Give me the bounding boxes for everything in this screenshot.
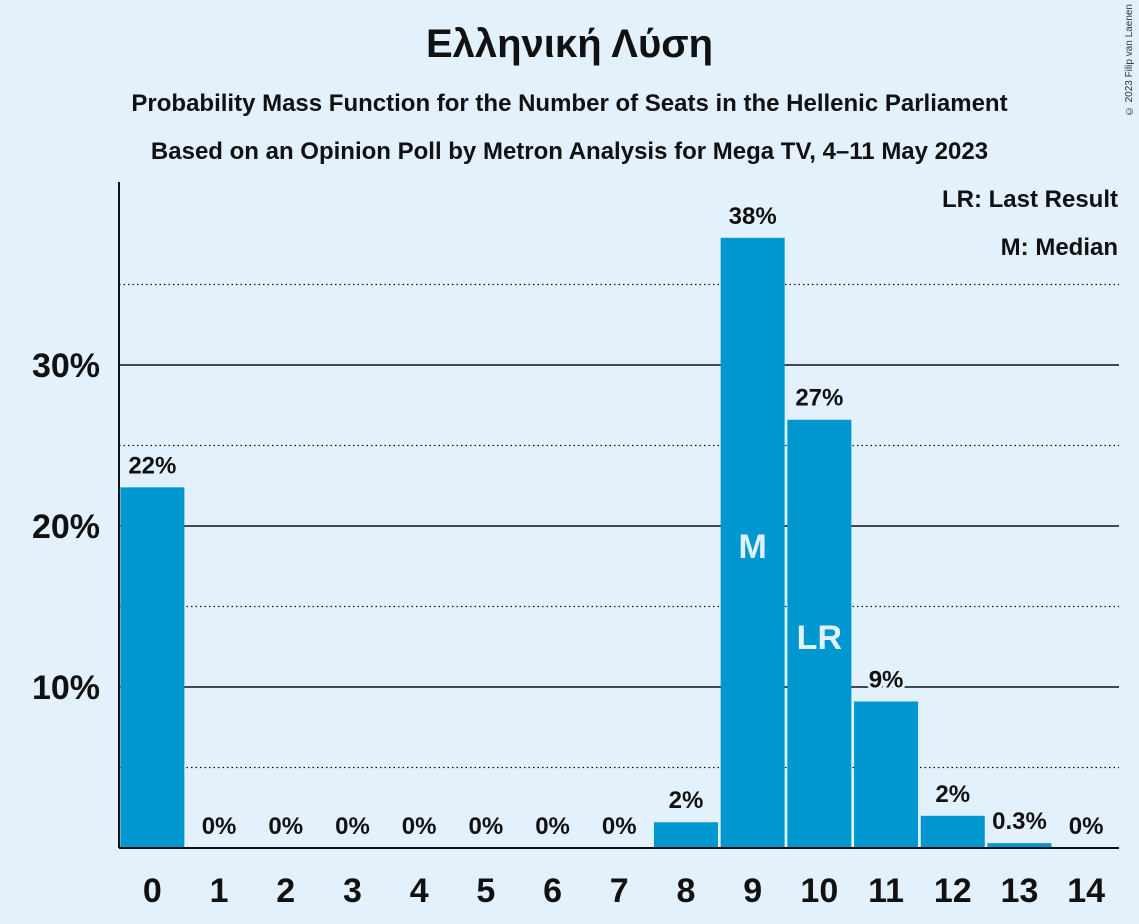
data-label: 0% <box>602 813 637 840</box>
x-tick-label: 4 <box>410 872 429 910</box>
data-label: 0% <box>469 813 504 840</box>
bar <box>987 843 1052 848</box>
x-tick-label: 6 <box>543 872 562 910</box>
chart-subtitle-1: Probability Mass Function for the Number… <box>131 90 1008 117</box>
data-label: 0% <box>268 813 303 840</box>
x-tick-label: 8 <box>676 872 695 910</box>
legend-median: M: Median <box>1000 234 1118 261</box>
x-tick-label: 2 <box>276 872 295 910</box>
x-tick-label: 14 <box>1067 872 1105 910</box>
x-tick-label: 12 <box>934 872 972 910</box>
data-label: 2% <box>669 787 704 814</box>
data-label: 0% <box>202 813 237 840</box>
data-label: 0% <box>1069 813 1104 840</box>
bar <box>854 701 919 848</box>
y-tick-label: 30% <box>32 347 100 385</box>
data-label: 0.3% <box>992 808 1047 835</box>
data-label: 27% <box>795 385 843 412</box>
y-tick-label: 10% <box>32 669 100 707</box>
x-tick-label: 7 <box>610 872 629 910</box>
bar <box>787 419 852 848</box>
data-label: 9% <box>869 666 904 693</box>
y-tick-label: 20% <box>32 508 100 546</box>
x-tick-label: 9 <box>743 872 762 910</box>
x-tick-label: 5 <box>476 872 495 910</box>
data-label: 38% <box>729 203 777 230</box>
x-tick-label: 11 <box>868 872 904 910</box>
bar <box>720 237 785 848</box>
x-tick-label: 13 <box>1001 872 1039 910</box>
last-result-marker: LR <box>797 619 842 657</box>
data-label: 0% <box>335 813 370 840</box>
x-tick-label: 1 <box>210 872 229 910</box>
bar <box>920 815 985 848</box>
bar <box>653 822 718 848</box>
median-marker: M <box>738 528 766 566</box>
data-label: 0% <box>402 813 437 840</box>
x-tick-label: 0 <box>143 872 162 910</box>
chart-title: Ελληνική Λύση <box>425 22 714 66</box>
data-label: 0% <box>535 813 570 840</box>
data-label: 2% <box>935 781 970 808</box>
legend-last-result: LR: Last Result <box>941 186 1118 213</box>
x-tick-label: 3 <box>343 872 362 910</box>
x-tick-label: 10 <box>800 872 838 910</box>
data-label: 22% <box>128 452 176 479</box>
bar <box>120 487 185 848</box>
chart-subtitle-2: Based on an Opinion Poll by Metron Analy… <box>150 138 989 165</box>
